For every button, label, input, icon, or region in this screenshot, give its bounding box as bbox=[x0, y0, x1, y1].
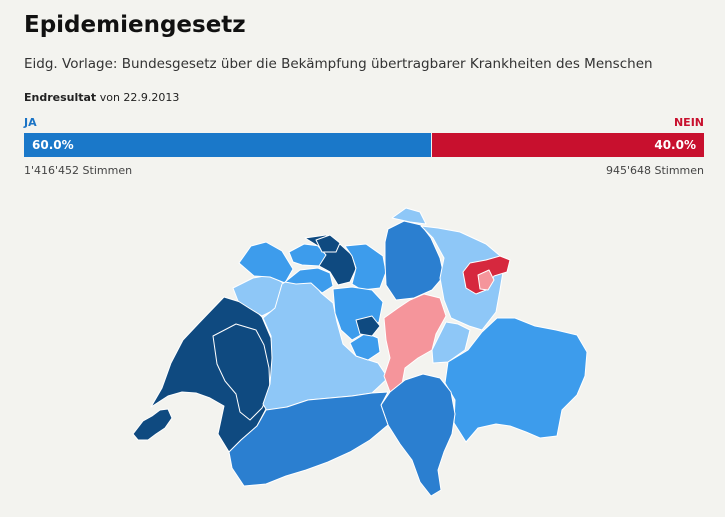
canton-nidwalden[interactable] bbox=[355, 315, 381, 337]
canton-thurgau[interactable] bbox=[391, 207, 427, 225]
yes-percent: 60.0% bbox=[32, 138, 74, 152]
no-percent: 40.0% bbox=[654, 138, 696, 152]
canton-aargau-east[interactable] bbox=[344, 243, 387, 291]
canton-geneva[interactable] bbox=[132, 408, 173, 441]
canton-schwyz[interactable] bbox=[383, 293, 447, 393]
result-date-line: Endresultat von 22.9.2013 bbox=[24, 91, 179, 104]
canton-uri[interactable] bbox=[431, 321, 471, 364]
yes-votes: 1'416'452 Stimmen bbox=[24, 164, 133, 177]
canton-fribourg[interactable] bbox=[212, 323, 271, 421]
canton-valais[interactable] bbox=[228, 391, 389, 487]
result-bar-yes: 60.0% bbox=[24, 133, 432, 157]
canton-st-gallen[interactable] bbox=[420, 225, 506, 331]
result-label: Endresultat bbox=[24, 91, 97, 104]
result-bar-no: 40.0% bbox=[432, 133, 704, 157]
page-subtitle: Eidg. Vorlage: Bundesgesetz über die Bek… bbox=[24, 56, 653, 72]
result-date: von 22.9.2013 bbox=[96, 91, 180, 104]
result-bar: 60.0% 40.0% bbox=[24, 133, 704, 157]
canton-ticino[interactable] bbox=[380, 373, 456, 497]
canton-solothurn[interactable] bbox=[284, 267, 334, 294]
canton-graubuenden[interactable] bbox=[444, 317, 588, 443]
canton-jura[interactable] bbox=[238, 241, 294, 284]
canton-appenzell-ir[interactable] bbox=[477, 269, 495, 291]
no-label: NEIN bbox=[673, 116, 704, 129]
canton-zurich[interactable] bbox=[384, 220, 445, 301]
canton-schaffhausen[interactable] bbox=[315, 234, 341, 253]
page-title: Epidemiengesetz bbox=[24, 12, 246, 38]
yes-label: JA bbox=[24, 116, 37, 129]
no-votes: 945'648 Stimmen bbox=[605, 164, 704, 177]
